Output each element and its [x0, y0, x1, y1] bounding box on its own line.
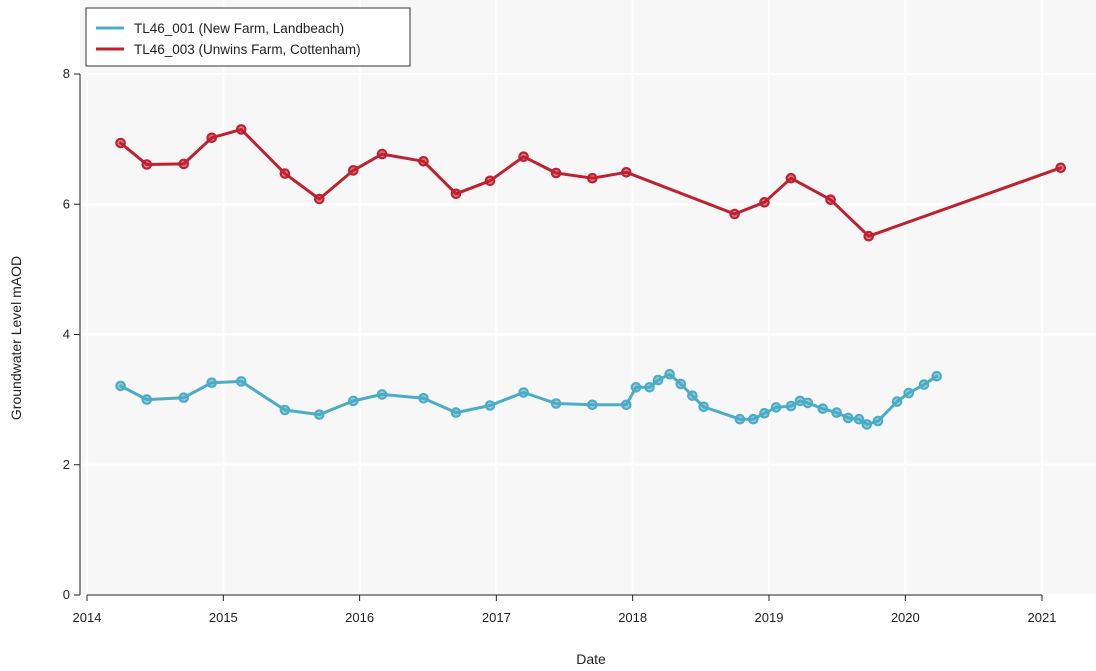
point-tl46-001-13 — [550, 398, 562, 409]
x-tick-label-2016: 2016 — [345, 610, 374, 625]
point-tl46-001-22 — [698, 401, 709, 413]
x-tick-label-2015: 2015 — [209, 610, 238, 625]
series-line-tl46-001 — [119, 372, 939, 426]
point-tl46-003-16 — [729, 208, 740, 220]
point-tl46-001-38 — [918, 379, 930, 390]
point-tl46-001-23 — [734, 413, 746, 425]
point-tl46-001-30 — [817, 403, 829, 414]
point-tl46-003-12 — [518, 151, 529, 162]
point-tl46-001-0 — [115, 380, 126, 392]
y-tick-label-4: 4 — [63, 327, 70, 342]
point-tl46-001-26 — [770, 402, 782, 413]
point-tl46-001-12 — [518, 387, 529, 398]
x-tick-label-2020: 2020 — [891, 610, 920, 625]
x-ticks: 2014 2015 2016 2017 2018 2019 2020 2021 — [73, 595, 1057, 625]
point-tl46-001-3 — [206, 377, 217, 388]
point-tl46-003-6 — [313, 193, 325, 205]
point-tl46-001-36 — [891, 396, 903, 407]
y-tick-label-6: 6 — [63, 196, 70, 211]
point-tl46-001-17 — [644, 381, 655, 393]
point-tl46-003-20 — [863, 230, 874, 242]
point-tl46-003-17 — [759, 197, 770, 208]
y-tick-label-2: 2 — [63, 457, 70, 472]
point-tl46-003-18 — [785, 172, 797, 184]
x-tick-label-2021: 2021 — [1028, 610, 1057, 625]
point-tl46-001-9 — [418, 392, 429, 404]
point-tl46-001-16 — [630, 381, 642, 393]
y-ticks: 0 2 4 6 8 — [63, 66, 80, 602]
point-tl46-003-8 — [376, 148, 388, 160]
point-tl46-001-11 — [484, 400, 496, 411]
grid — [80, 0, 1096, 597]
plot-background — [80, 0, 1096, 595]
x-axis-title: Date — [576, 651, 606, 667]
point-tl46-001-6 — [313, 409, 325, 420]
legend-box — [85, 7, 411, 67]
point-tl46-001-34 — [861, 419, 873, 430]
y-tick-label-0: 0 — [63, 587, 70, 602]
point-tl46-001-14 — [586, 399, 598, 411]
point-tl46-001-18 — [652, 374, 664, 386]
x-tick-label-2018: 2018 — [618, 610, 647, 625]
point-tl46-001-32 — [842, 412, 854, 424]
point-tl46-003-15 — [620, 167, 632, 178]
point-tl46-001-10 — [450, 407, 462, 418]
point-tl46-003-3 — [206, 132, 217, 144]
point-tl46-001-33 — [853, 413, 865, 425]
point-tl46-001-35 — [872, 415, 884, 427]
point-tl46-001-15 — [620, 399, 632, 411]
point-tl46-001-5 — [279, 404, 291, 416]
point-tl46-003-7 — [347, 165, 359, 176]
point-tl46-001-20 — [675, 378, 687, 390]
point-tl46-001-8 — [376, 389, 388, 400]
y-axis-title: Groundwater Level mAOD — [8, 256, 24, 420]
point-tl46-003-4 — [235, 124, 247, 135]
x-tick-label-2014: 2014 — [73, 610, 102, 625]
point-tl46-001-29 — [802, 397, 814, 409]
point-tl46-001-27 — [785, 400, 797, 412]
point-tl46-001-2 — [178, 392, 189, 403]
x-tick-label-2017: 2017 — [482, 610, 511, 625]
point-tl46-003-2 — [178, 158, 189, 170]
point-tl46-003-13 — [550, 167, 562, 179]
legend: TL46_001 (New Farm, Landbeach) TL46_003 … — [85, 7, 411, 67]
point-tl46-001-39 — [931, 370, 942, 382]
point-tl46-001-31 — [831, 407, 842, 418]
series-tl46-001 — [115, 368, 942, 430]
point-tl46-001-21 — [687, 390, 698, 401]
legend-label-tl46-001: TL46_001 (New Farm, Landbeach) — [134, 21, 344, 36]
point-tl46-003-11 — [484, 175, 496, 187]
point-tl46-003-21 — [1055, 162, 1066, 174]
point-tl46-003-10 — [450, 188, 462, 200]
point-tl46-001-7 — [347, 395, 359, 407]
point-tl46-001-4 — [235, 376, 247, 387]
point-tl46-003-1 — [141, 159, 153, 170]
series-layer — [115, 124, 1066, 430]
series-line-tl46-003 — [119, 127, 1063, 238]
point-tl46-001-24 — [747, 413, 759, 425]
point-tl46-001-37 — [903, 387, 914, 399]
y-tick-label-8: 8 — [63, 66, 70, 81]
point-tl46-001-19 — [664, 368, 675, 380]
point-tl46-003-0 — [115, 137, 126, 149]
series-tl46-003 — [115, 124, 1066, 242]
point-tl46-003-9 — [418, 156, 429, 167]
point-tl46-003-5 — [279, 168, 291, 179]
legend-label-tl46-003: TL46_003 (Unwins Farm, Cottenham) — [134, 42, 361, 57]
x-tick-label-2019: 2019 — [755, 610, 784, 625]
point-tl46-001-1 — [141, 394, 153, 405]
point-tl46-001-25 — [759, 407, 770, 419]
point-tl46-003-19 — [825, 194, 836, 205]
point-tl46-003-14 — [586, 172, 598, 184]
